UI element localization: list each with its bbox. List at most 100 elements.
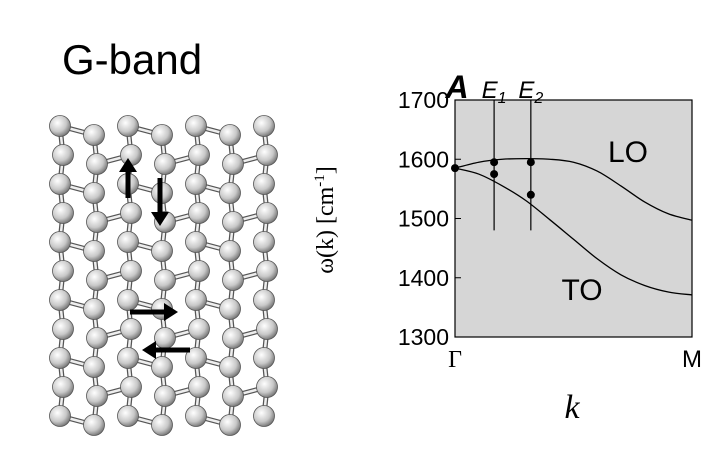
mode-label: E2 (518, 77, 543, 107)
displacement-arrow-head (164, 303, 178, 321)
atom (185, 405, 207, 427)
atom (219, 124, 241, 146)
atom (256, 376, 278, 398)
atom (253, 289, 275, 311)
x-tick-label: Γ (448, 347, 462, 373)
mode-point (451, 164, 459, 173)
atom (222, 269, 244, 291)
figure-title: G-band (62, 36, 202, 83)
atom (151, 414, 173, 436)
mode-label-subscript: 1 (498, 90, 507, 107)
atom (222, 153, 244, 175)
atom (49, 231, 71, 253)
curve-label: LO (608, 136, 648, 169)
atom (120, 260, 142, 282)
mode-label: E1 (482, 77, 507, 107)
atom (151, 124, 173, 146)
y-label-sup: -1 (312, 174, 328, 187)
atom (151, 240, 173, 262)
atom (188, 260, 210, 282)
atom (83, 298, 105, 320)
atom (52, 318, 74, 340)
mode-point (490, 170, 499, 179)
atom (256, 318, 278, 340)
atom (253, 347, 275, 369)
atom (52, 260, 74, 282)
atom (219, 298, 241, 320)
atom (83, 240, 105, 262)
x-tick-label: M (682, 346, 702, 373)
nanotube-illustration (49, 115, 278, 436)
atom (219, 240, 241, 262)
atom (256, 144, 278, 166)
atom (256, 202, 278, 224)
mode-label-text: A (444, 69, 468, 105)
atom (49, 289, 71, 311)
y-tick-label: 1500 (398, 206, 449, 232)
atom (86, 211, 108, 233)
atom (222, 211, 244, 233)
mode-label-text: E (482, 77, 499, 104)
atom (120, 144, 142, 166)
atom (185, 173, 207, 195)
mode-label-subscript: 2 (533, 90, 543, 107)
displacement-arrow-head (142, 341, 156, 359)
atom (188, 202, 210, 224)
atom (151, 356, 173, 378)
atom (253, 173, 275, 195)
mode-point (490, 158, 499, 167)
atom (83, 124, 105, 146)
atom (52, 376, 74, 398)
atom (222, 385, 244, 407)
atom (219, 414, 241, 436)
atom (86, 153, 108, 175)
atom (154, 153, 176, 175)
atom (117, 289, 139, 311)
mode-label: A (444, 69, 468, 105)
curve-label: TO (561, 274, 602, 307)
atom (222, 327, 244, 349)
atom (117, 347, 139, 369)
atom (188, 376, 210, 398)
displacement-arrow-head (119, 158, 137, 172)
atom (86, 385, 108, 407)
mode-point (526, 190, 535, 199)
atom (52, 144, 74, 166)
atom (117, 115, 139, 137)
mode-point (526, 158, 535, 167)
atom (154, 269, 176, 291)
atom (185, 115, 207, 137)
atom (256, 260, 278, 282)
y-label-text: ω(k) [cm (313, 186, 339, 273)
atom (49, 405, 71, 427)
atom (49, 173, 71, 195)
x-axis-label: k (564, 389, 580, 426)
atom (49, 347, 71, 369)
atom (253, 405, 275, 427)
atom (83, 182, 105, 204)
atom (120, 318, 142, 340)
y-label-end: ] (313, 166, 339, 174)
mode-label-text: E (518, 77, 535, 104)
y-tick-label: 1700 (398, 87, 449, 113)
atom (185, 289, 207, 311)
atom (253, 115, 275, 137)
atom (219, 356, 241, 378)
dispersion-curve (454, 167, 693, 296)
displacement-arrow-head (151, 212, 169, 226)
atom (219, 182, 241, 204)
y-tick-label: 1600 (398, 146, 449, 172)
atom (86, 269, 108, 291)
atom (86, 327, 108, 349)
atom (185, 347, 207, 369)
atom (117, 405, 139, 427)
atom (120, 202, 142, 224)
y-tick-label: 1300 (398, 324, 449, 350)
atom (185, 231, 207, 253)
atom (49, 115, 71, 137)
atom (188, 144, 210, 166)
y-tick-label: 1400 (398, 265, 449, 291)
atom (253, 231, 275, 253)
atom (83, 414, 105, 436)
